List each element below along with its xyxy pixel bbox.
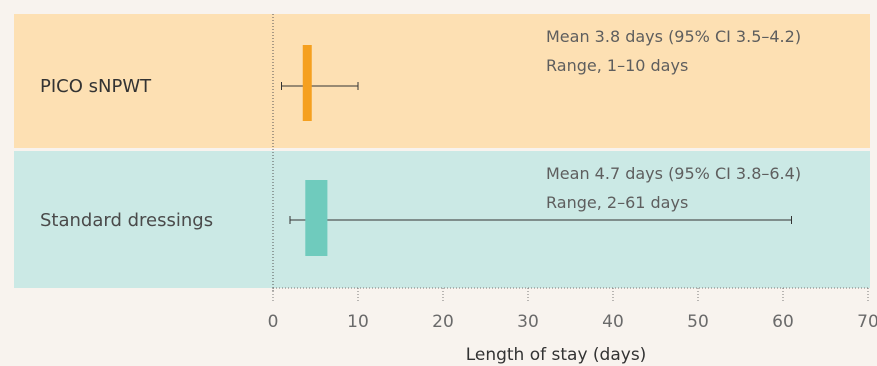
row-bands: [14, 14, 870, 288]
x-tick-label-0: 0: [268, 312, 279, 332]
pico-range-annotation: Range, 1–10 days: [546, 56, 688, 75]
pico-row-label: PICO sNPWT: [40, 76, 152, 97]
x-tick-label-10: 10: [347, 312, 369, 332]
standard-row-label: Standard dressings: [40, 210, 213, 231]
x-axis: 0 10 20 30 40 50 60 70: [268, 287, 877, 332]
pico-ci-bar: [302, 45, 312, 121]
x-tick-label-20: 20: [432, 312, 454, 332]
x-tick-label-50: 50: [687, 312, 709, 332]
x-tick-label-30: 30: [517, 312, 539, 332]
row-labels: PICO sNPWT Mean 3.8 days (95% CI 3.5–4.2)…: [40, 27, 801, 231]
standard-mean-annotation: Mean 4.7 days (95% CI 3.8–6.4): [546, 164, 801, 183]
x-axis-title: Length of stay (days): [466, 345, 647, 365]
x-tick-label-40: 40: [602, 312, 624, 332]
chart-marks: [281, 45, 792, 256]
standard-range-annotation: Range, 2–61 days: [546, 193, 688, 212]
pico-band: [14, 14, 870, 148]
pico-mean-annotation: Mean 3.8 days (95% CI 3.5–4.2): [546, 27, 801, 46]
standard-ci-bar: [305, 180, 328, 256]
x-tick-label-70: 70: [857, 312, 877, 332]
x-tick-label-60: 60: [772, 312, 794, 332]
